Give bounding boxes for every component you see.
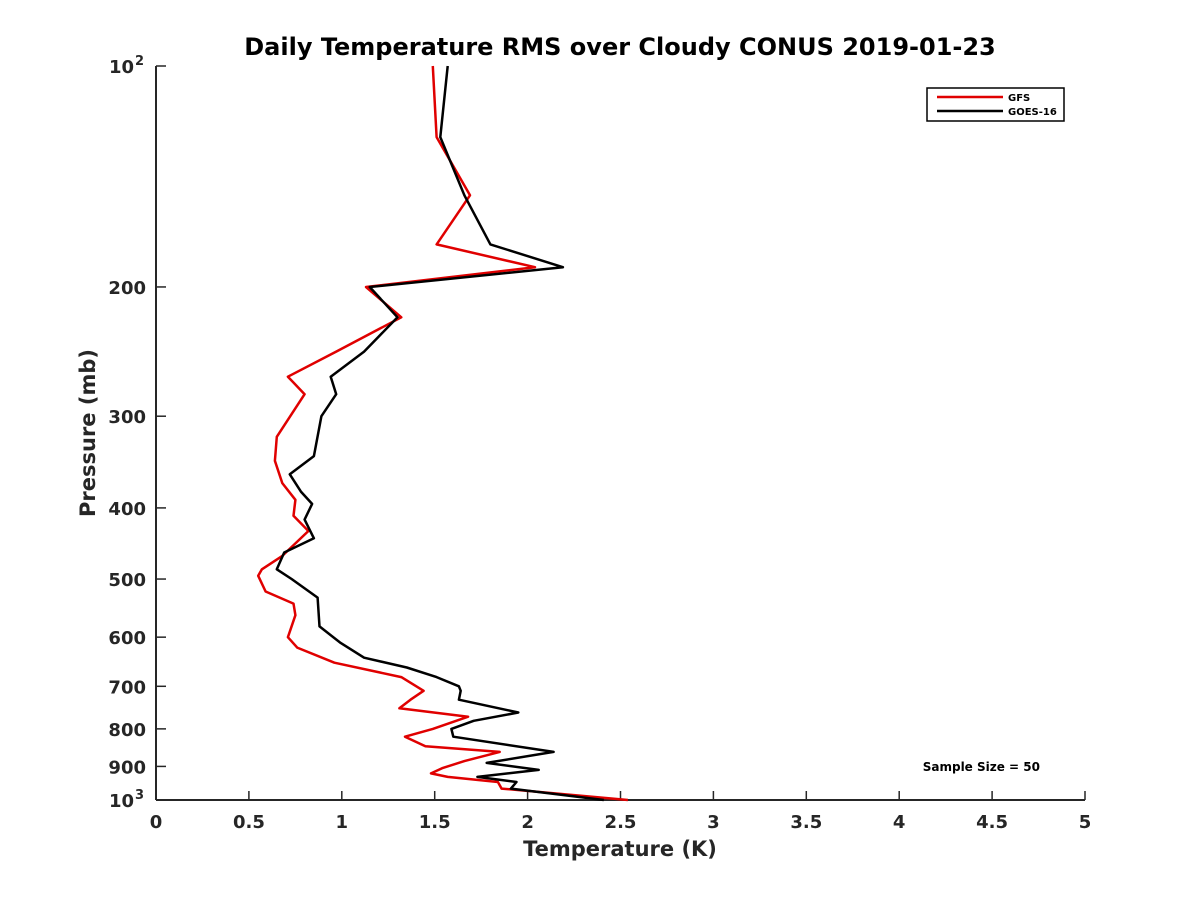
x-axis-label: Temperature (K) [523,837,717,861]
sample-size-annotation: Sample Size = 50 [923,760,1040,774]
x-tick-label: 1 [336,812,349,833]
y-tick-label: 10 [109,57,134,78]
y-tick-label: 500 [108,570,146,591]
y-tick-label: 700 [108,677,146,698]
series-line-gfs [256,65,629,802]
y-tick-exponent: 3 [135,788,144,803]
y-tick-label: 400 [108,499,146,520]
x-tick-label: 2 [521,812,534,833]
series-line-goes-16 [275,65,604,802]
chart-title: Daily Temperature RMS over Cloudy CONUS … [244,33,996,61]
x-tick-label: 4 [893,812,906,833]
x-tick-label: 2.5 [605,812,637,833]
x-tick-label: 0 [150,812,163,833]
y-tick-label: 900 [108,757,146,778]
x-tick-label: 1.5 [419,812,451,833]
plot-area: 0 0.5 1 1.5 2 2.5 3 3.5 4 4.5 510 22003004005006007… [108,54,1091,833]
y-axis-label: Pressure (mb) [76,349,100,517]
y-tick-label: 800 [108,720,146,741]
x-tick-label: 5 [1079,812,1092,833]
legend-box [926,87,1065,122]
x-tick-label: 3 [707,812,720,833]
y-tick-label: 600 [108,628,146,649]
y-tick-label: 10 [109,791,134,812]
y-tick-exponent: 2 [135,54,144,69]
legend-label: GFS [1008,93,1030,104]
x-tick-label: 0.5 [233,812,265,833]
legend-label: GOES-16 [1008,107,1057,118]
x-tick-label: 3.5 [790,812,822,833]
x-tick-label: 4.5 [976,812,1008,833]
legend: GFS GOES-16 [926,87,1065,122]
y-tick-label: 200 [108,278,146,299]
y-tick-label: 300 [108,407,146,428]
